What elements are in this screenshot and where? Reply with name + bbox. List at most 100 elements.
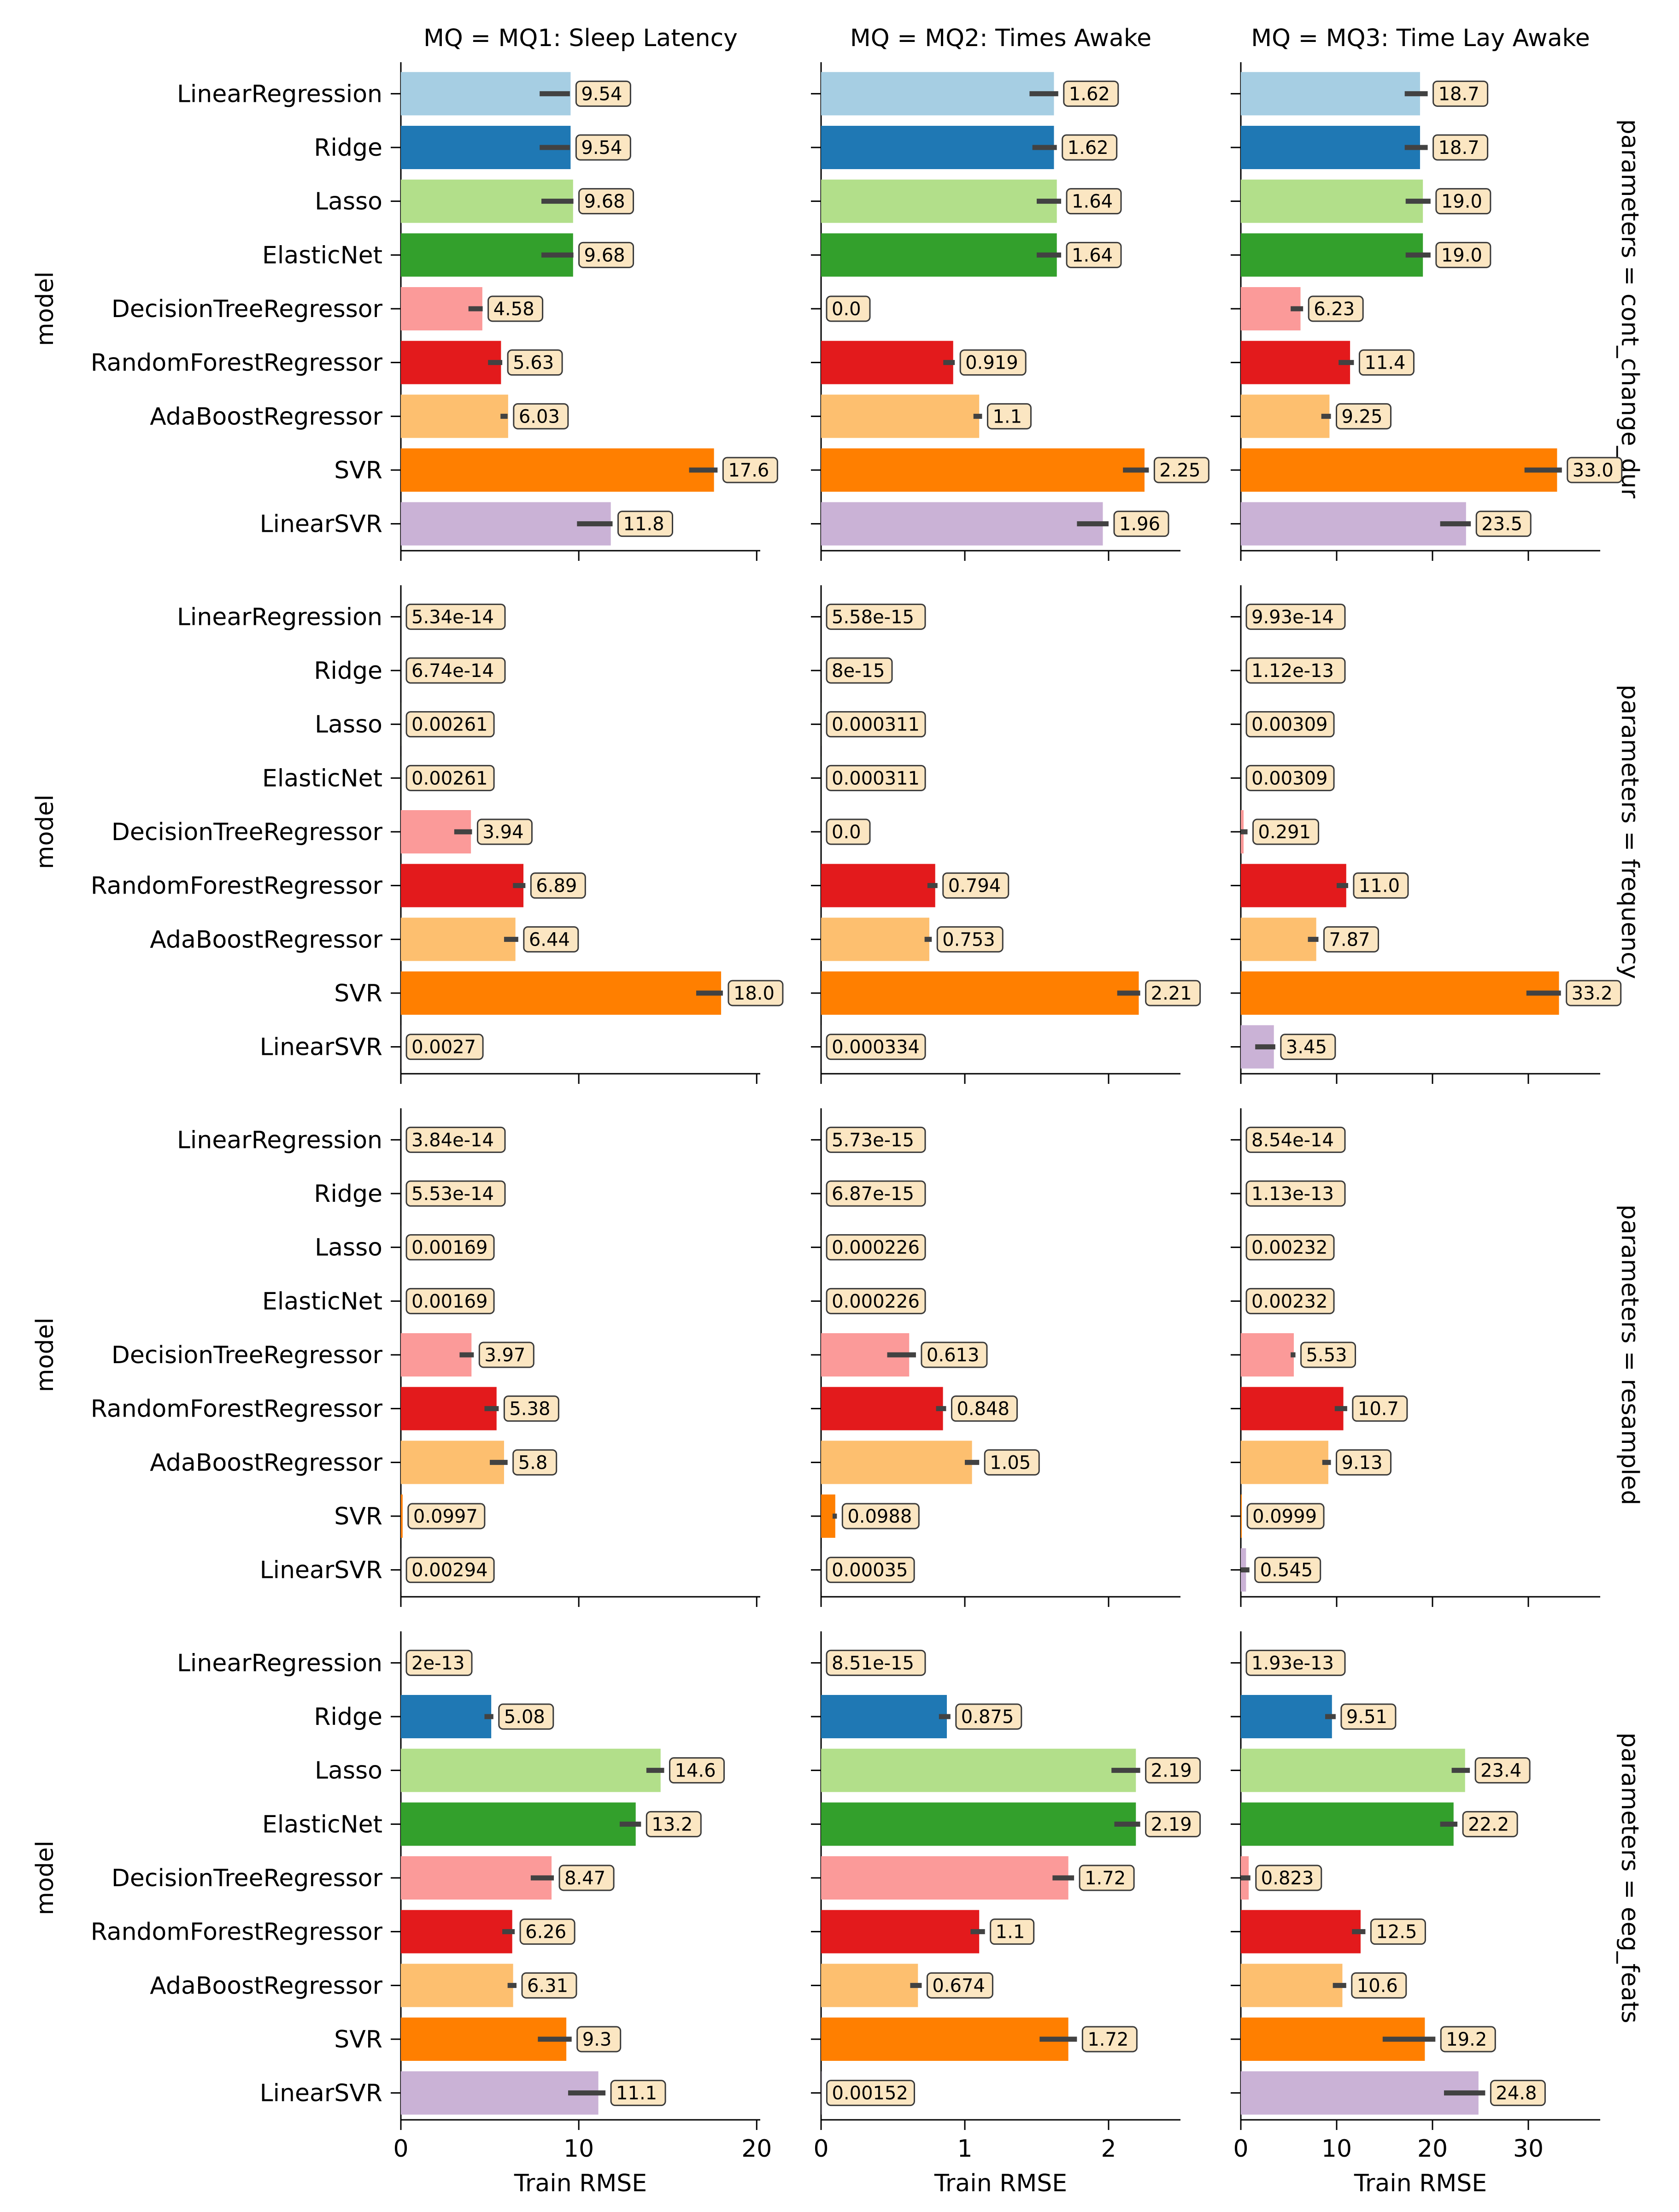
value-label-box: [959, 349, 1027, 376]
value-label: 6.87e-15: [832, 1183, 914, 1205]
value-label-box: [1245, 657, 1346, 684]
bar: [821, 502, 1103, 546]
value-label: 9.93e-14: [1251, 606, 1334, 628]
category-label: Lasso: [315, 1234, 382, 1262]
category-label: AdaBoostRegressor: [150, 403, 382, 430]
bar: [1241, 394, 1330, 438]
value-label-box: [405, 1234, 495, 1261]
value-label: 1.64: [1072, 191, 1113, 212]
value-label: 0.674: [932, 1975, 985, 1996]
value-label: 4.58: [493, 299, 534, 320]
value-label: 0.00294: [411, 1560, 487, 1581]
bar: [821, 864, 935, 907]
value-label: 0.00309: [1251, 768, 1327, 789]
value-label: 12.5: [1376, 1922, 1417, 1943]
bar: [401, 1387, 497, 1430]
value-label-box: [1323, 926, 1379, 953]
bar: [1241, 502, 1466, 546]
category-label: ElasticNet: [262, 765, 382, 792]
x-axis-label: Train RMSE: [934, 2170, 1067, 2197]
value-label-box: [1254, 1557, 1321, 1583]
value-label: 1.13e-13: [1251, 1183, 1334, 1205]
x-tick-label: 0: [1233, 2135, 1248, 2163]
category-label: ElasticNet: [262, 241, 382, 269]
bar: [821, 341, 953, 384]
value-label: 17.6: [728, 460, 769, 481]
bar: [821, 918, 929, 961]
bar: [821, 971, 1139, 1015]
x-tick-label: 0: [813, 2135, 828, 2163]
bar: [821, 448, 1145, 492]
value-label: 0.919: [965, 353, 1018, 374]
value-label: 0.00309: [1251, 714, 1327, 735]
value-label: 11.1: [616, 2083, 657, 2104]
value-label-box: [405, 1034, 484, 1060]
value-label-box: [826, 1126, 926, 1153]
column-title-2: MQ = MQ2: Times Awake: [850, 24, 1151, 52]
value-label-box: [990, 1918, 1035, 1945]
value-label: 0.753: [942, 929, 995, 950]
value-label: 2.21: [1151, 983, 1192, 1004]
value-label-box: [512, 1449, 558, 1476]
value-label: 1.05: [990, 1452, 1031, 1473]
value-label-box: [1336, 403, 1392, 429]
bar: [821, 1387, 943, 1430]
bar: [821, 126, 1054, 169]
value-label: 9.54: [581, 137, 622, 159]
value-label-box: [1353, 872, 1409, 899]
value-label: 3.94: [482, 822, 523, 843]
value-label-box: [575, 134, 631, 161]
value-label: 0.00169: [411, 1291, 487, 1312]
bar: [401, 1695, 492, 1738]
bar: [1241, 1802, 1454, 1846]
value-label-box: [1245, 765, 1335, 791]
bar: [1241, 1910, 1361, 1953]
value-label: 1.72: [1087, 2029, 1128, 2050]
category-label: Ridge: [314, 1180, 382, 1208]
value-label-box: [478, 1341, 534, 1368]
value-label: 0.000334: [832, 1037, 920, 1058]
value-label: 9.68: [584, 191, 625, 212]
value-label: 5.34e-14: [411, 606, 494, 628]
value-label-box: [1252, 818, 1320, 845]
value-label: 5.58e-15: [832, 606, 914, 628]
bar: [1241, 918, 1316, 961]
bar: [401, 341, 501, 384]
value-label-box: [1255, 1865, 1322, 1891]
value-label-box: [984, 1449, 1040, 1476]
y-axis-label: model: [31, 1841, 59, 1915]
value-label-box: [1462, 1811, 1518, 1837]
bar: [821, 2018, 1068, 2061]
category-label: LinearSVR: [260, 2080, 382, 2107]
bar: [1241, 864, 1346, 907]
value-label-box: [1245, 1234, 1335, 1261]
value-label-box: [1358, 349, 1415, 376]
value-label: 1.12e-13: [1251, 660, 1334, 682]
value-label: 14.6: [675, 1760, 716, 1782]
category-label: LinearRegression: [177, 80, 382, 108]
value-label-box: [1490, 2080, 1546, 2106]
bar: [401, 864, 524, 907]
value-label-box: [942, 872, 1010, 899]
value-label: 0.823: [1261, 1868, 1314, 1889]
bar: [1241, 72, 1420, 116]
value-label: 5.73e-15: [832, 1130, 914, 1151]
value-label: 0.0988: [847, 1506, 912, 1527]
value-label-box: [1145, 980, 1201, 1006]
row-title-1: parameters = cont_change_dur: [1616, 119, 1644, 499]
value-label-box: [1245, 711, 1335, 738]
value-label: 33.2: [1572, 983, 1613, 1004]
value-label-box: [405, 1126, 506, 1153]
value-label-box: [1435, 188, 1491, 215]
value-label: 10.7: [1358, 1399, 1399, 1420]
value-label-box: [951, 1395, 1018, 1422]
value-label-box: [575, 80, 631, 107]
value-label: 2e-13: [411, 1653, 464, 1674]
value-label-box: [405, 603, 506, 630]
value-label: 23.5: [1481, 514, 1522, 535]
bar: [821, 1964, 918, 2007]
value-label: 0.00232: [1251, 1291, 1327, 1312]
value-label-box: [826, 2080, 915, 2106]
value-label: 1.62: [1069, 83, 1110, 105]
value-label-box: [576, 2026, 622, 2053]
